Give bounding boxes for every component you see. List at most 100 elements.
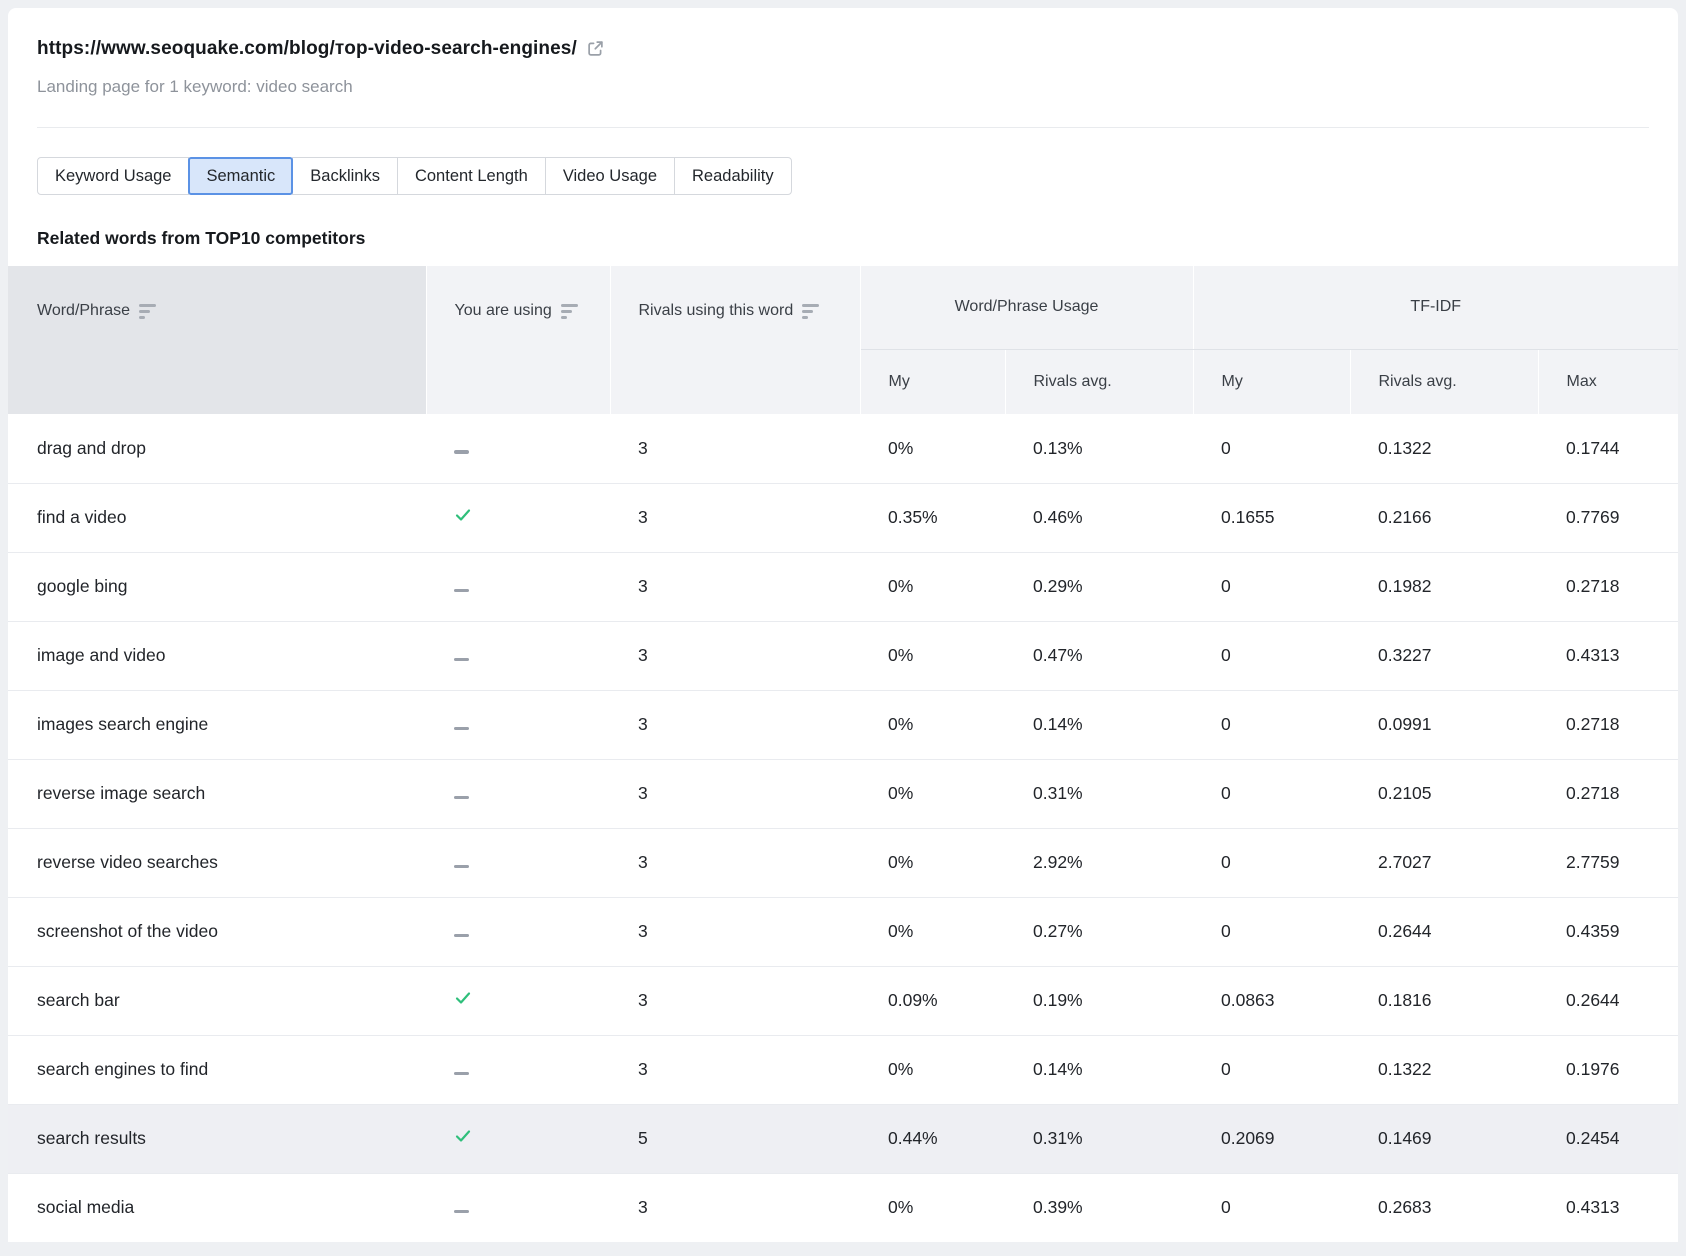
table-row: search bar 3 0.09% 0.19% 0.0863 0.1816 0… [8,965,1678,1035]
cell-rivals-using: 3 [610,965,860,1035]
cell-tfidf-my: 0.1655 [1193,482,1350,552]
cell-tfidf-my: 0 [1193,758,1350,828]
cell-usage-my: 0% [888,437,914,458]
cell-tfidf-rivals-avg: 0.2644 [1350,896,1538,966]
dash-icon [454,795,469,799]
tab-backlinks[interactable]: Backlinks [292,157,398,195]
cell-rivals-using: 5 [610,1103,860,1173]
subheader-usage-rivals-avg: Rivals avg. [1005,349,1194,414]
cell-word-phrase: reverse video searches [8,827,426,897]
cell-you-are-using [426,482,610,552]
dash-icon [454,1071,469,1075]
cell-usage-rivals-avg: 0.27% [1005,896,1193,966]
section-title: Related words from TOP10 competitors [37,228,366,248]
cell-usage-my: 0% [860,551,1005,621]
table-row: images search engine 3 0% 0.14% 0 0.0991… [8,689,1678,759]
cell-you-are-using [426,689,610,759]
column-header-you-are-using[interactable]: You are using [426,266,611,414]
cell-usage-rivals-avg: 0.14% [1005,689,1193,759]
cell-word-phrase: search engines to find [8,1034,426,1104]
dash-icon [454,450,469,454]
table-row: search results 5 0.44% 0.31% 0.2069 0.14… [8,1103,1678,1173]
group-header-tf-idf: TF-IDF [1193,266,1678,350]
cell-usage-my: 0% [860,758,1005,828]
cell-usage-rivals-avg: 0.19% [1005,965,1193,1035]
table-row: screenshot of the video 3 0% 0.27% 0 0.2… [8,896,1678,966]
cell-you-are-using [426,414,610,483]
column-header-rivals-using[interactable]: Rivals using this word [610,266,861,414]
cell-rivals-using: 3 [610,551,860,621]
cell-tfidf-max: 0.2644 [1538,965,1678,1035]
cell-rivals-using: 3 [610,620,860,690]
table-row: google bing 3 0% 0.29% 0 0.1982 0.2718 [8,551,1678,621]
cell-tfidf-rivals-avg: 0.1982 [1350,551,1538,621]
cell-usage-rivals-avg: 0.14% [1005,1034,1193,1104]
cell-tfidf-rivals-avg: 0.1322 [1350,1034,1538,1104]
cell-rivals-using: 3 [610,1172,860,1242]
cell-you-are-using [426,1034,610,1104]
url-row: https://www.seoquake.com/blog/тop-video-… [37,38,1649,60]
cell-tfidf-rivals-avg: 0.1322 [1378,437,1432,458]
tab-readability[interactable]: Readability [674,157,792,195]
column-header-label: Rivals using this word [638,302,794,319]
cell-tfidf-my: 0.2069 [1193,1103,1350,1173]
cell-tfidf-rivals-avg: 0.1469 [1350,1103,1538,1173]
table-row: image and video 3 0% 0.47% 0 0.3227 0.43… [8,620,1678,690]
cell-word-phrase: find a video [8,482,426,552]
cell-usage-rivals-avg: 2.92% [1005,827,1193,897]
cell-word-phrase: social media [8,1172,426,1242]
cell-usage-my: 0% [860,689,1005,759]
cell-usage-rivals-avg: 0.46% [1005,482,1193,552]
cell-tfidf-max: 0.7769 [1538,482,1678,552]
cell-tfidf-max: 0.4313 [1538,620,1678,690]
cell-usage-my: 0% [860,620,1005,690]
column-header-label: You are using [454,302,552,319]
cell-word-phrase: screenshot of the video [8,896,426,966]
page-header: https://www.seoquake.com/blog/тop-video-… [8,8,1678,128]
cell-usage-rivals-avg: 0.29% [1005,551,1193,621]
cell-usage-my: 0% [860,1034,1005,1104]
cell-word-phrase: image and video [8,620,426,690]
column-header-label: Word/Phrase [37,302,131,319]
table-row: drag and drop 3 0% 0.13% 0 0.1322 0.1744 [8,414,1678,483]
external-link-icon[interactable] [587,40,604,57]
cell-rivals-using: 3 [610,758,860,828]
sort-icon [802,303,820,319]
page-title-url: https://www.seoquake.com/blog/тop-video-… [37,38,577,59]
cell-word-phrase: search results [8,1103,426,1173]
cell-word-phrase: images search engine [8,689,426,759]
tab-semantic[interactable]: Semantic [188,157,294,195]
group-header-word-phrase-usage: Word/Phrase Usage [860,266,1194,350]
cell-usage-rivals-avg: 0.31% [1005,1103,1193,1173]
tab-keyword-usage[interactable]: Keyword Usage [37,157,190,195]
dash-icon [454,864,469,868]
cell-usage-my: 0.35% [860,482,1005,552]
cell-rivals-using: 3 [638,437,648,458]
cell-tfidf-max: 0.4359 [1538,896,1678,966]
cell-you-are-using [426,896,610,966]
cell-you-are-using [426,1172,610,1242]
cell-you-are-using [426,758,610,828]
cell-rivals-using: 3 [610,827,860,897]
cell-usage-my: 0% [860,827,1005,897]
subheader-usage-my: My [860,349,1006,414]
cell-tfidf-my: 0 [1193,689,1350,759]
column-header-word-phrase[interactable]: Word/Phrase [8,266,427,414]
sort-icon [139,303,157,319]
subheader-tfidf-rivals-avg: Rivals avg. [1350,349,1539,414]
cell-tfidf-rivals-avg: 0.2683 [1350,1172,1538,1242]
cell-you-are-using [426,827,610,897]
cell-usage-my: 0.09% [860,965,1005,1035]
dash-icon [454,1209,469,1214]
cell-tfidf-my: 0 [1193,1172,1350,1242]
subheader-tfidf-max: Max [1538,349,1678,414]
tab-content-length[interactable]: Content Length [396,157,546,195]
table-row: reverse video searches 3 0% 2.92% 0 2.70… [8,827,1678,897]
tab-video-usage[interactable]: Video Usage [544,157,675,195]
dash-icon [454,933,469,937]
sort-icon [560,303,578,319]
check-icon [454,1127,472,1145]
dash-icon [454,657,469,661]
cell-tfidf-max: 0.4313 [1538,1172,1678,1242]
cell-tfidf-my: 0 [1193,896,1350,966]
